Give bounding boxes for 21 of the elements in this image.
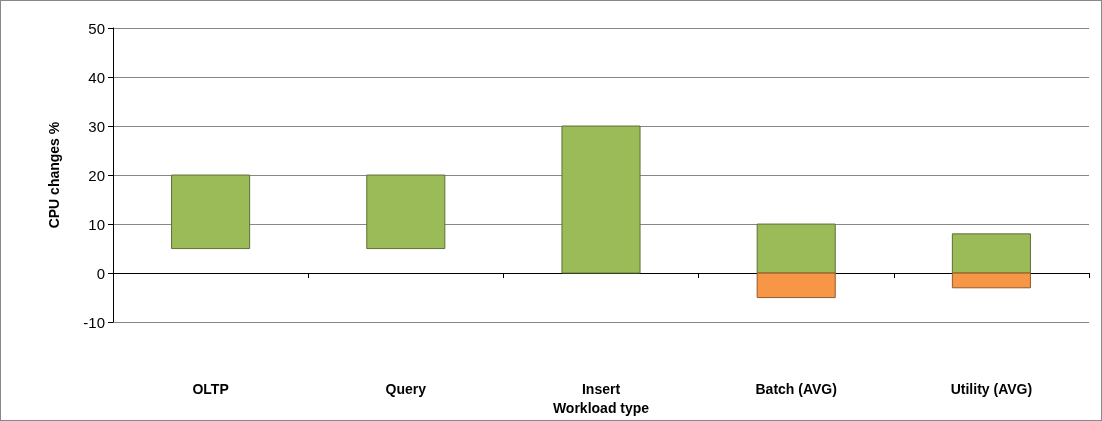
x-tick-label: Query — [385, 381, 427, 398]
y-axis-title: CPU changes % — [46, 121, 62, 229]
y-tick-label: 10 — [88, 215, 105, 233]
x-tick-label: Utility (AVG) — [950, 381, 1033, 398]
x-tick-label: Batch (AVG) — [755, 381, 837, 398]
x-tick-label: Insert — [581, 381, 621, 398]
y-tick-label: 20 — [88, 166, 105, 184]
y-tick-label: -10 — [83, 313, 105, 331]
bar — [951, 233, 1031, 274]
bar — [951, 272, 1031, 289]
bar — [561, 125, 641, 274]
bar — [756, 272, 836, 299]
y-tick-label: 50 — [88, 19, 105, 37]
y-tick-label: 0 — [96, 264, 105, 282]
x-tick-label: OLTP — [192, 381, 229, 398]
bar — [366, 174, 446, 250]
y-tick-label: 40 — [88, 68, 105, 86]
y-tick-label: 30 — [88, 117, 105, 135]
bar — [756, 223, 836, 274]
bar — [171, 174, 251, 250]
x-axis-title: Workload type — [552, 400, 650, 416]
